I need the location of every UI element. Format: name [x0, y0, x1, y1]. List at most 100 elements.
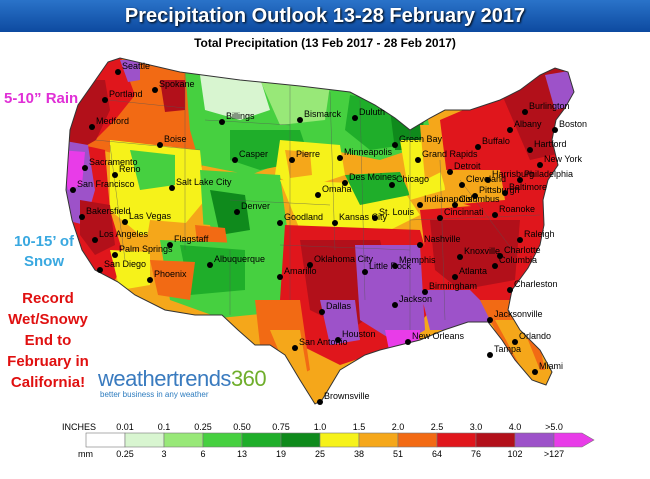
city-dot-new-orleans	[405, 339, 411, 345]
city-dot-denver	[234, 209, 240, 215]
legend-mm-value: 51	[392, 449, 404, 459]
legend-swatch-8	[397, 432, 438, 448]
city-dot-albuquerque	[207, 262, 213, 268]
logo-tagline: better business in any weather	[100, 390, 209, 399]
legend-swatch-10	[475, 432, 516, 448]
city-dot-goodland	[277, 220, 283, 226]
legend-inches-value: 0.1	[157, 422, 171, 432]
city-dot-indianapolis	[417, 202, 423, 208]
city-label-phoenix: Phoenix	[154, 269, 187, 279]
city-dot-portland	[102, 97, 108, 103]
city-label-bismarck: Bismarck	[304, 109, 342, 119]
legend-inches-value: 0.50	[233, 422, 251, 432]
city-dot-philadelphia	[517, 177, 523, 183]
city-dot-boise	[157, 142, 163, 148]
legend-mm-value: 76	[470, 449, 482, 459]
city-dot-grand-rapids	[415, 157, 421, 163]
city-dot-phoenix	[147, 277, 153, 283]
city-markers: Seattle Spokane Portland Medford Boise Billin…	[70, 61, 587, 405]
weathertrends-logo: weathertrends360 better business in any …	[98, 366, 267, 399]
legend-swatch-2	[163, 432, 204, 448]
city-label-omaha: Omaha	[322, 184, 352, 194]
record-callout: Record Wet/Snowy End to February in Cali…	[7, 290, 89, 391]
city-label-detroit: Detroit	[454, 161, 481, 171]
city-label-medford: Medford	[96, 116, 129, 126]
city-dot-hartford	[527, 147, 533, 153]
legend-swatch-0	[85, 432, 126, 448]
legend	[85, 432, 595, 448]
city-label-grand-rapids: Grand Rapids	[422, 149, 478, 159]
city-label-palm-springs: Palm Springs	[119, 244, 173, 254]
logo-word-360: 360	[230, 366, 267, 391]
city-dot-cleveland	[459, 182, 465, 188]
city-label-burlington: Burlington	[529, 101, 570, 111]
legend-inches-value: 4.0	[508, 422, 522, 432]
legend-mm-value: 6	[200, 449, 206, 459]
logo-word-weather: weather	[98, 366, 173, 391]
legend-inches-value: >5.0	[545, 422, 563, 432]
us-border	[65, 57, 575, 405]
city-dot-spokane	[152, 87, 158, 93]
city-label-des-moines: Des Moines	[349, 172, 397, 182]
city-dot-harrisburg	[485, 177, 491, 183]
city-dot-flagstaff	[167, 242, 173, 248]
city-label-atlanta: Atlanta	[459, 266, 487, 276]
legend-inches-value: 0.01	[116, 422, 134, 432]
city-label-billings: Billings	[226, 111, 255, 121]
city-label-bakersfield: Bakersfield	[86, 206, 131, 216]
city-label-kansas-city: Kansas City	[339, 212, 388, 222]
legend-mm-value: >127	[543, 449, 565, 459]
city-dot-st-louis	[372, 215, 378, 221]
city-label-cleveland: Cleveland	[466, 174, 506, 184]
city-label-cincinnati: Cincinnati	[444, 207, 484, 217]
city-dot-pierre	[289, 157, 295, 163]
city-label-pierre: Pierre	[296, 149, 320, 159]
city-label-seattle: Seattle	[122, 61, 150, 71]
city-label-new-york: New York	[544, 154, 583, 164]
city-label-denver: Denver	[241, 201, 270, 211]
city-dot-pittsburgh	[472, 193, 478, 199]
city-dot-roanoke	[492, 212, 498, 218]
city-dot-buffalo	[475, 144, 481, 150]
legend-swatch-3	[202, 432, 243, 448]
legend-swatch-4	[241, 432, 282, 448]
city-dot-las-vegas	[122, 219, 128, 225]
city-dot-sacramento	[82, 165, 88, 171]
city-dot-reno	[112, 172, 118, 178]
legend-swatch-6	[319, 432, 360, 448]
city-dot-bakersfield	[79, 214, 85, 220]
city-dot-jackson	[392, 302, 398, 308]
city-dot-green-bay	[392, 142, 398, 148]
city-label-houston: Houston	[342, 329, 376, 339]
city-dot-orlando	[512, 339, 518, 345]
city-label-orlando: Orlando	[519, 331, 551, 341]
city-label-philadelphia: Philadelphia	[524, 169, 573, 179]
state-lines	[94, 72, 541, 330]
legend-mm-value: 102	[507, 449, 523, 459]
city-label-las-vegas: Las Vegas	[129, 211, 172, 221]
city-dot-san-francisco	[70, 187, 76, 193]
city-label-boise: Boise	[164, 134, 187, 144]
city-dot-boston	[552, 127, 558, 133]
city-label-minneapolis: Minneapolis	[344, 147, 393, 157]
city-dot-omaha	[315, 192, 321, 198]
city-dot-billings	[219, 119, 225, 125]
city-label-little-rock: Little Rock	[369, 261, 412, 271]
city-label-jackson: Jackson	[399, 294, 432, 304]
city-dot-baltimore	[502, 190, 508, 196]
city-label-spokane: Spokane	[159, 79, 195, 89]
city-label-salt-lake-city: Salt Lake City	[176, 177, 232, 187]
city-label-birmingham: Birmingham	[429, 281, 477, 291]
city-label-sacramento: Sacramento	[89, 157, 138, 167]
city-label-casper: Casper	[239, 149, 268, 159]
city-label-amarillo: Amarillo	[284, 266, 317, 276]
city-dot-little-rock	[362, 269, 368, 275]
title-banner: Precipitation Outlook 13-28 February 201…	[0, 0, 650, 32]
city-dot-memphis	[392, 263, 398, 269]
legend-inches-value: 1.5	[352, 422, 366, 432]
city-dot-nashville	[417, 242, 423, 248]
city-label-san-antonio: San Antonio	[299, 337, 348, 347]
city-label-portland: Portland	[109, 89, 143, 99]
city-dot-des-moines	[342, 180, 348, 186]
